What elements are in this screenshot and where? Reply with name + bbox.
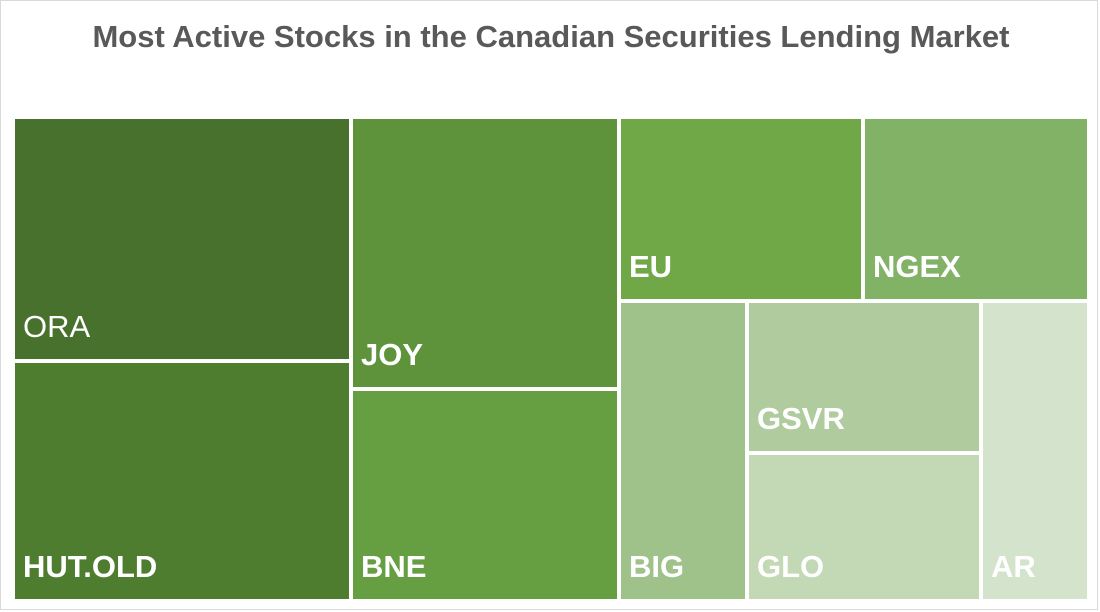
treemap-tile-ar: AR — [981, 301, 1089, 601]
treemap-tile-label: NGEX — [873, 249, 961, 284]
treemap-tile-label: ORA — [23, 309, 91, 344]
treemap-tile-label: GLO — [757, 549, 825, 584]
treemap-tile-ora: ORA — [13, 117, 351, 361]
treemap-tile-label: BNE — [361, 549, 427, 584]
treemap: ORA HUT.OLD JOY BNE EU NGEX BIG GSVR GLO AR — [13, 117, 1089, 601]
treemap-tile-label: AR — [991, 549, 1036, 584]
treemap-tile-label: JOY — [361, 337, 424, 372]
treemap-tile-ngex: NGEX — [863, 117, 1089, 301]
treemap-tile-gsvr: GSVR — [747, 301, 981, 453]
treemap-tile-label: HUT.OLD — [23, 549, 158, 584]
treemap-tile-glo: GLO — [747, 453, 981, 601]
treemap-tile-eu: EU — [619, 117, 863, 301]
treemap-tile-big: BIG — [619, 301, 747, 601]
treemap-tile-hut-old: HUT.OLD — [13, 361, 351, 601]
treemap-tile-joy: JOY — [351, 117, 619, 389]
treemap-tile-bne: BNE — [351, 389, 619, 601]
treemap-tile-label: EU — [629, 249, 673, 284]
treemap-tile-label: BIG — [629, 549, 685, 584]
chart-title: Most Active Stocks in the Canadian Secur… — [92, 19, 1010, 54]
treemap-tile-label: GSVR — [757, 401, 845, 436]
